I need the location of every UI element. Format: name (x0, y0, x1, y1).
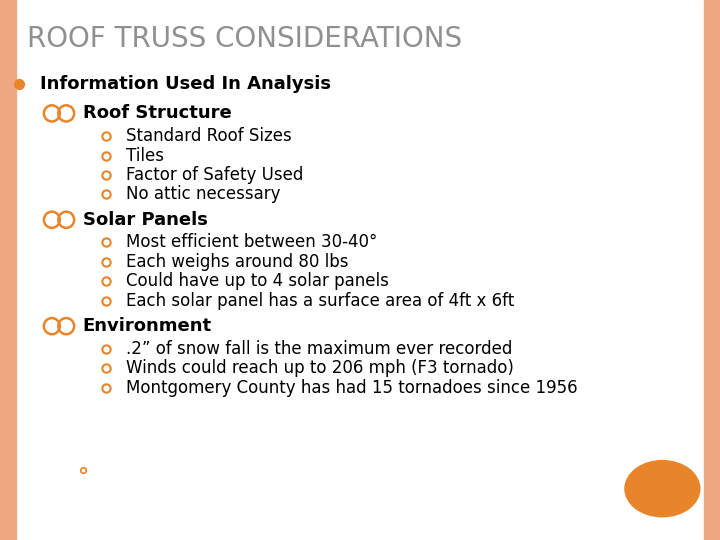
Text: ROOF TRUSS CONSIDERATIONS: ROOF TRUSS CONSIDERATIONS (27, 25, 462, 53)
Text: Tiles: Tiles (126, 146, 164, 165)
Text: Montgomery County has had 15 tornadoes since 1956: Montgomery County has had 15 tornadoes s… (126, 379, 577, 397)
Text: Each weighs around 80 lbs: Each weighs around 80 lbs (126, 253, 348, 271)
Text: Roof Structure: Roof Structure (83, 104, 232, 123)
Bar (704, 0, 720, 540)
Text: Standard Roof Sizes: Standard Roof Sizes (126, 127, 292, 145)
Text: Factor of Safety Used: Factor of Safety Used (126, 166, 303, 184)
Text: .2” of snow fall is the maximum ever recorded: .2” of snow fall is the maximum ever rec… (126, 340, 513, 358)
Text: Environment: Environment (83, 317, 212, 335)
Text: Each solar panel has a surface area of 4ft x 6ft: Each solar panel has a surface area of 4… (126, 292, 514, 310)
Text: Winds could reach up to 206 mph (F3 tornado): Winds could reach up to 206 mph (F3 torn… (126, 359, 514, 377)
Text: No attic necessary: No attic necessary (126, 185, 281, 204)
Text: Solar Panels: Solar Panels (83, 211, 207, 229)
Text: Information Used In Analysis: Information Used In Analysis (40, 75, 330, 93)
Text: Most efficient between 30-40°: Most efficient between 30-40° (126, 233, 377, 252)
Bar (0, 0, 16, 540)
Circle shape (625, 461, 700, 517)
Text: Could have up to 4 solar panels: Could have up to 4 solar panels (126, 272, 389, 291)
